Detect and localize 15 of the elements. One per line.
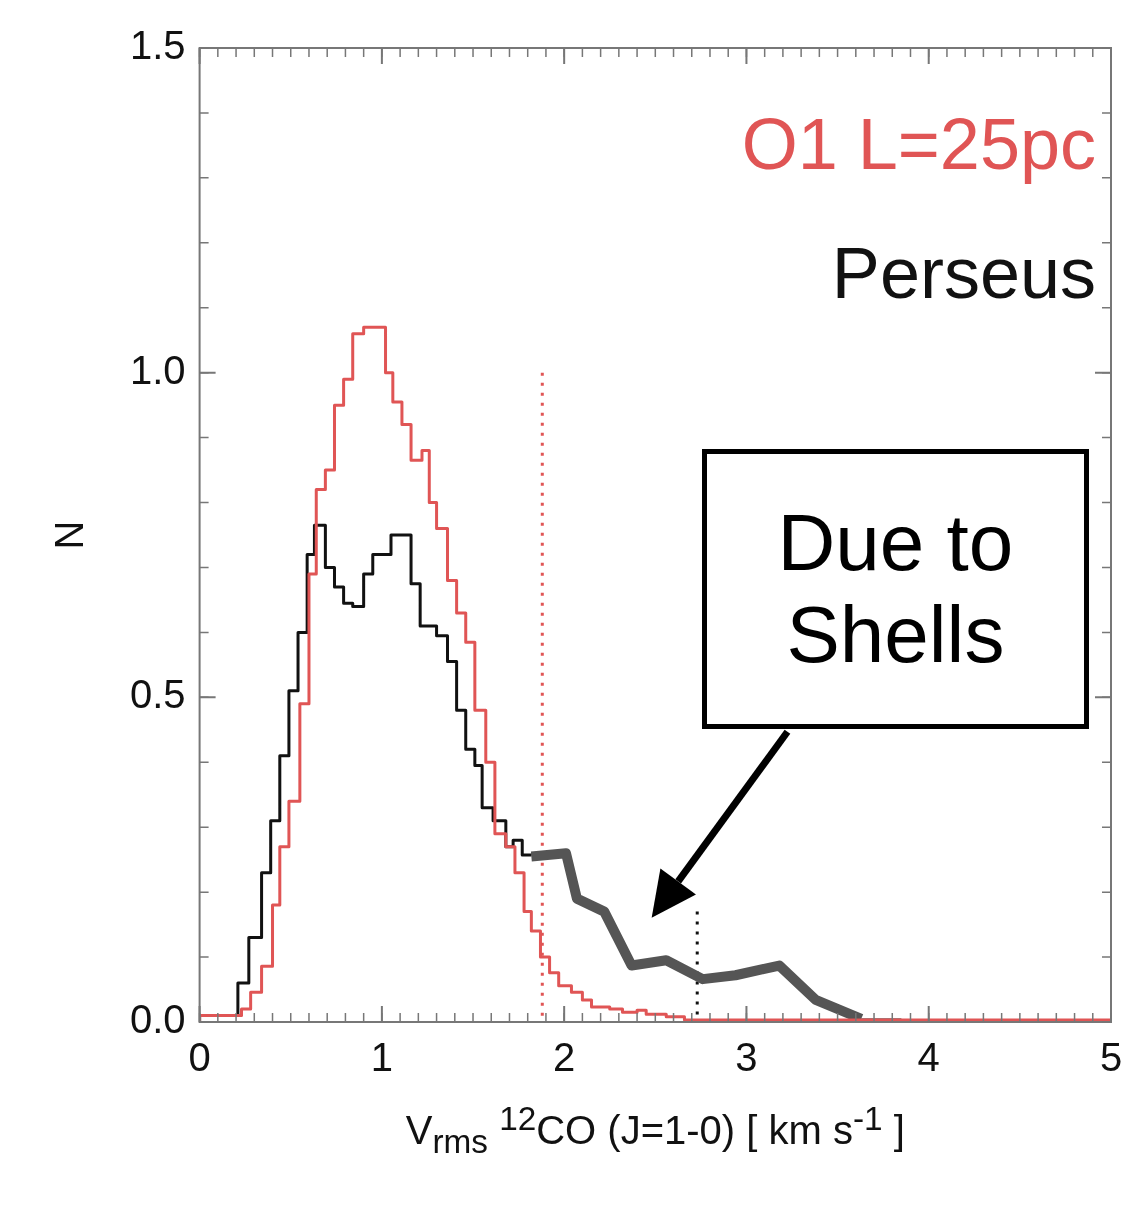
y-tick-label: 1.0 [130, 347, 186, 392]
x-axis-title: V$_{rms}$ $^{12}$CO (J=1-0) [ km s$^{-1}$ ] [404, 1100, 906, 1162]
y-tick-label: 0.5 [130, 672, 186, 717]
y-tick-label: 0.0 [130, 997, 186, 1042]
text: Perseus [831, 232, 1096, 313]
x-tick-label: 3 [735, 1035, 758, 1080]
x-tick-label: 1 [370, 1035, 394, 1080]
annotation: Due to Shells [701, 449, 1090, 729]
x-tick-label: 5 [1099, 1035, 1123, 1080]
y-tick-label: 1.5 [130, 23, 186, 68]
y-axis-title: N [47, 520, 92, 550]
x-tick-label: 2 [553, 1035, 576, 1080]
text: O1 L=25pc [741, 104, 1096, 185]
x-tick-label: 4 [917, 1035, 940, 1080]
x-tick-label: 0 [188, 1035, 211, 1080]
